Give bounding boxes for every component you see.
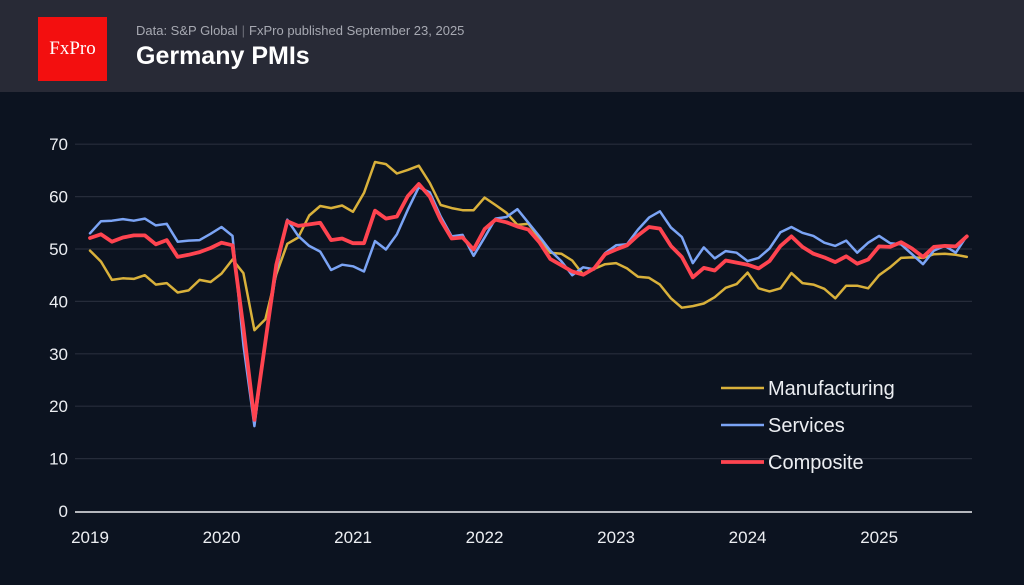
y-tick-label: 0 <box>59 502 68 521</box>
published-date: FxPro published September 23, 2025 <box>249 23 465 38</box>
header: FxPro Data: S&P Global | FxPro published S… <box>0 0 1024 92</box>
legend-label-manufacturing: Manufacturing <box>768 378 895 400</box>
x-tick-label: 2019 <box>71 528 109 547</box>
series-line-composite <box>88 182 969 422</box>
chart-title: Germany PMIs <box>136 42 310 70</box>
x-tick-label: 2022 <box>466 528 504 547</box>
y-tick-label: 20 <box>49 397 68 416</box>
y-tick-label: 60 <box>49 188 68 207</box>
subtitle: Data: S&P Global | FxPro published Septemb… <box>136 23 464 38</box>
x-tick-label: 2025 <box>860 528 898 547</box>
separator: | <box>241 23 246 38</box>
fxpro-logo: FxPro <box>38 17 107 81</box>
legend-label-services: Services <box>768 415 845 437</box>
y-tick-label: 10 <box>49 450 68 469</box>
legend-label-composite: Composite <box>768 452 864 474</box>
y-tick-label: 40 <box>49 292 68 311</box>
y-tick-label: 50 <box>49 240 68 259</box>
x-tick-label: 2024 <box>729 528 767 547</box>
logo-text: FxPro <box>49 38 96 59</box>
x-tick-label: 2023 <box>597 528 635 547</box>
x-tick-label: 2021 <box>334 528 372 547</box>
y-tick-label: 30 <box>49 345 68 364</box>
data-source: Data: S&P Global <box>136 23 238 38</box>
x-tick-label: 2020 <box>203 528 241 547</box>
y-tick-label: 70 <box>49 135 68 154</box>
